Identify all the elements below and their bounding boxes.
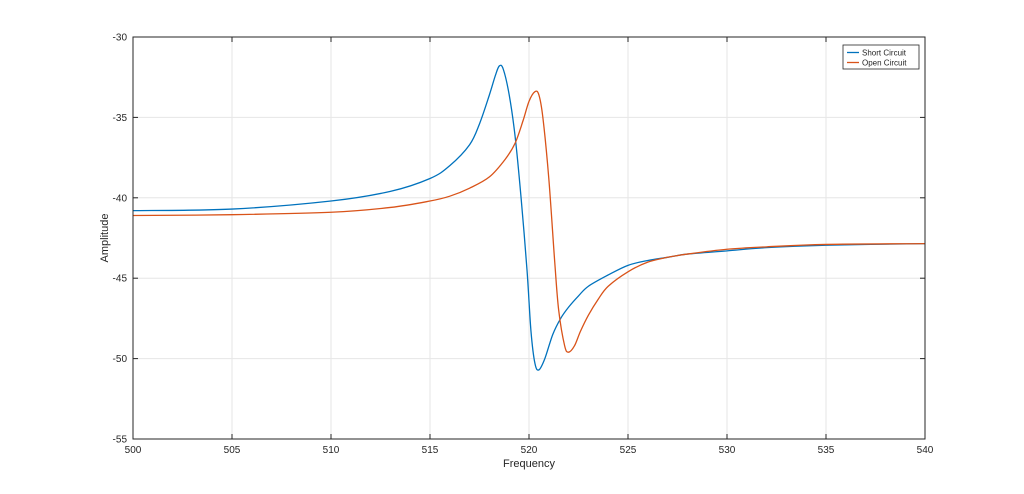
y-axis-label: Amplitude	[99, 214, 111, 263]
y-axis-ticks: -30 -35 -40 -45 -50 -55	[113, 33, 925, 446]
y-tick-label: -40	[113, 193, 128, 204]
series-group	[132, 64, 926, 371]
x-tick-label: 515	[422, 445, 439, 456]
x-axis-ticks: 500 505 510 515 520 525 530 535 540	[125, 37, 934, 456]
y-tick-label: -35	[113, 113, 128, 124]
x-tick-label: 540	[917, 445, 934, 456]
series-line-open-circuit	[132, 90, 926, 353]
x-tick-label: 525	[620, 445, 637, 456]
x-tick-label: 500	[125, 445, 142, 456]
x-tick-label: 535	[818, 445, 835, 456]
y-tick-label: -30	[113, 33, 128, 44]
x-tick-label: 520	[521, 445, 538, 456]
legend-label-short-circuit: Short Circuit	[862, 49, 907, 58]
y-tick-label: -55	[113, 435, 128, 446]
x-tick-label: 505	[224, 445, 241, 456]
y-tick-label: -45	[113, 274, 128, 285]
legend-box	[842, 44, 920, 70]
y-tick-label: -50	[113, 354, 128, 365]
x-tick-label: 530	[719, 445, 736, 456]
x-tick-label: 510	[323, 445, 340, 456]
legend-label-open-circuit: Open Circuit	[862, 59, 907, 68]
x-axis-label: Frequency	[503, 458, 555, 470]
